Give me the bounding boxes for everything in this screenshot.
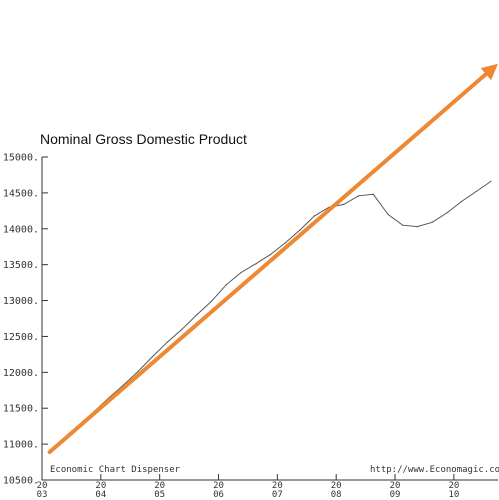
data-point xyxy=(446,212,448,214)
x-tick-label: 07 xyxy=(272,490,283,500)
x-tick-label: 20 xyxy=(272,481,283,491)
x-tick-label: 20 xyxy=(213,481,224,491)
data-point xyxy=(372,193,374,195)
y-tick-label: 12500. xyxy=(3,332,39,343)
footer-source-label: Economic Chart Dispenser xyxy=(50,465,181,475)
chart-title: Nominal Gross Domestic Product xyxy=(40,131,247,147)
y-tick-label: 13500. xyxy=(3,260,39,271)
data-point xyxy=(431,221,433,223)
data-point xyxy=(137,371,139,373)
data-point xyxy=(490,180,492,183)
data-point xyxy=(269,254,271,256)
data-point xyxy=(402,224,404,226)
data-point xyxy=(313,215,316,217)
data-point xyxy=(254,263,257,265)
y-tick-label: 14000. xyxy=(3,224,39,235)
x-tick-label: 20 xyxy=(390,481,401,491)
plot-frame xyxy=(41,157,498,481)
x-tick-label: 10 xyxy=(448,490,459,500)
y-tick-label: 13000. xyxy=(3,296,39,307)
data-point xyxy=(240,271,242,274)
y-tick-label: 11000. xyxy=(3,440,39,451)
data-point xyxy=(357,195,360,197)
x-tick-label: 20 xyxy=(448,481,459,491)
series-layer xyxy=(49,180,492,453)
x-tick-label: 05 xyxy=(154,490,165,500)
data-point xyxy=(475,190,477,193)
x-tick-label: 20 xyxy=(95,481,106,491)
data-point xyxy=(152,355,154,358)
data-point xyxy=(299,229,301,231)
x-tick-label: 08 xyxy=(331,490,342,500)
data-point xyxy=(181,328,183,330)
data-point xyxy=(387,213,389,216)
data-point xyxy=(225,284,227,286)
x-tick-label: 06 xyxy=(213,490,224,500)
y-tick-label: 14500. xyxy=(3,188,39,199)
data-point xyxy=(210,300,213,302)
y-tick-label: 12000. xyxy=(3,368,39,379)
trend-arrow-head xyxy=(480,63,498,81)
x-tick-label: 04 xyxy=(95,490,106,500)
data-point xyxy=(284,242,286,244)
data-point xyxy=(343,203,345,205)
gdp-series-line xyxy=(49,180,492,453)
data-point xyxy=(166,341,168,343)
data-point xyxy=(196,314,198,316)
x-tick-label: 09 xyxy=(390,490,401,500)
data-point xyxy=(416,226,418,228)
trend-arrow-shaft xyxy=(47,72,488,455)
x-tick-label: 20 xyxy=(37,481,48,491)
x-tick-label: 20 xyxy=(154,481,165,491)
footer-url: http://www.Economagic.co xyxy=(370,465,499,475)
trend-layer xyxy=(47,63,498,455)
x-tick-label: 20 xyxy=(331,481,342,491)
y-axis: 10500. 11000. 11500. 12000. 12500. 13000. 1350… xyxy=(3,153,48,487)
data-point xyxy=(460,200,463,203)
y-tick-label: 15000. xyxy=(3,153,39,164)
x-tick-label: 03 xyxy=(37,490,48,500)
y-tick-label: 11500. xyxy=(3,404,39,415)
y-tick-label: 10500. xyxy=(3,476,39,487)
